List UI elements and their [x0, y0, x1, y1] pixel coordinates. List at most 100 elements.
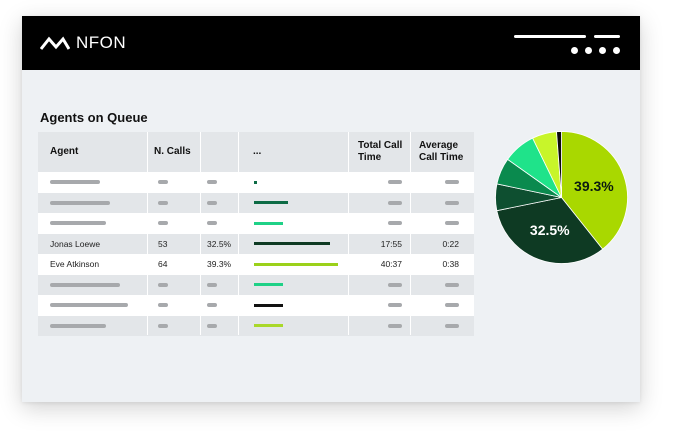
calls-pie-chart: 39.3% 32.5%: [494, 130, 629, 265]
pie-slice[interactable]: [561, 131, 628, 250]
more-dot-icon[interactable]: [599, 47, 606, 54]
more-dot-icon[interactable]: [571, 47, 578, 54]
cell-calls: [158, 316, 182, 337]
cell-agent: Jonas Loewe: [50, 238, 101, 249]
placeholder-pill: [388, 323, 402, 328]
column-divider: [147, 132, 148, 335]
table-row[interactable]: [38, 192, 474, 214]
cell-bar: [254, 275, 342, 296]
cell-bar: [254, 193, 342, 214]
cell-pct: [207, 295, 235, 316]
table-row[interactable]: [38, 295, 474, 316]
placeholder-pill: [207, 221, 217, 226]
placeholder-pill: [207, 323, 217, 328]
cell-agent: [50, 213, 145, 234]
cell-total-call-time: [356, 193, 402, 214]
cell-calls: [158, 213, 182, 234]
cell-average-call-time: 0:38: [442, 259, 459, 270]
placeholder-pill: [207, 200, 217, 205]
value-bar: [254, 180, 257, 184]
cell-bar: [254, 254, 342, 275]
cell-total-call-time: [356, 275, 402, 296]
more-dot-icon[interactable]: [585, 47, 592, 54]
table-row[interactable]: [38, 274, 474, 296]
cell-total-call-time: 40:37: [380, 259, 402, 270]
table-row[interactable]: [38, 315, 474, 337]
more-dot-icon[interactable]: [613, 47, 620, 54]
header-agent[interactable]: Agent: [50, 146, 79, 157]
cell-agent: [50, 193, 145, 214]
placeholder-pill: [158, 200, 168, 205]
placeholder-pill: [207, 180, 217, 185]
placeholder-pill: [50, 180, 100, 185]
cell-agent: [50, 316, 145, 337]
pie-slice-label: 39.3%: [574, 178, 614, 194]
placeholder-pill: [445, 282, 459, 287]
cell-total-call-time: [356, 316, 402, 337]
logo-text: NFON: [76, 33, 127, 52]
cell-agent: [50, 295, 145, 316]
pie-slice[interactable]: [496, 197, 604, 264]
placeholder-pill: [158, 180, 168, 185]
table-row[interactable]: Eve Atkinson 64 39.3% 40:37 0:38: [38, 254, 474, 275]
value-bar: [254, 201, 288, 205]
cell-average-call-time: [419, 172, 459, 193]
cell-calls: [158, 193, 182, 214]
header-total-call-time[interactable]: Total Call Time: [358, 140, 403, 163]
menu-line-short-icon: [594, 35, 620, 38]
placeholder-pill: [388, 180, 402, 185]
cell-total-call-time: 17:55: [380, 238, 402, 249]
value-bar: [254, 221, 284, 225]
cell-pct: [207, 193, 235, 214]
header-more[interactable]: ...: [253, 146, 262, 157]
cell-pct: [207, 213, 235, 234]
placeholder-pill: [445, 303, 459, 308]
column-divider: [348, 132, 349, 335]
value-bar: [254, 242, 330, 246]
cell-average-call-time: [419, 295, 459, 316]
cell-bar: [254, 316, 342, 337]
cell-calls: [158, 275, 182, 296]
placeholder-pill: [445, 323, 459, 328]
pie-slice[interactable]: [556, 131, 562, 198]
cell-average-call-time: 0:22: [442, 238, 459, 249]
table-row[interactable]: Jonas Loewe 53 32.5% 17:55 0:22: [38, 233, 474, 254]
table-header: Agent N. Calls ... Total Call Time Avera…: [38, 132, 474, 172]
top-bar: NFON: [22, 16, 640, 70]
cell-pct: 32.5%: [207, 238, 232, 249]
cell-calls: [158, 295, 182, 316]
cell-agent: [50, 172, 145, 193]
placeholder-pill: [445, 221, 459, 226]
table-row[interactable]: [38, 213, 474, 234]
placeholder-pill: [50, 282, 120, 287]
pie-slice-label: 32.5%: [530, 222, 570, 238]
cell-average-call-time: [419, 213, 459, 234]
cell-average-call-time: [419, 316, 459, 337]
cell-pct: [207, 275, 235, 296]
header-average-call-time[interactable]: Average Call Time: [419, 140, 464, 163]
placeholder-pill: [388, 200, 402, 205]
cell-average-call-time: [419, 275, 459, 296]
cell-bar: [254, 213, 342, 234]
placeholder-pill: [158, 282, 168, 287]
table-row[interactable]: [38, 172, 474, 193]
cell-calls: [158, 172, 182, 193]
cell-calls: 53: [158, 238, 168, 249]
cell-total-call-time: [356, 295, 402, 316]
cell-bar: [254, 172, 342, 193]
agents-table: Agent N. Calls ... Total Call Time Avera…: [38, 132, 474, 336]
table-body: Jonas Loewe 53 32.5% 17:55 0:22 Eve Atkinson 6…: [38, 172, 474, 336]
cell-average-call-time: [419, 193, 459, 214]
app-window: NFON Agents on Queue Agent N. Calls ... …: [22, 16, 640, 402]
placeholder-pill: [445, 180, 459, 185]
nfon-logo[interactable]: NFON: [40, 33, 126, 53]
value-bar: [254, 283, 284, 287]
cell-pct: [207, 172, 235, 193]
section-title: Agents on Queue: [40, 110, 148, 125]
cell-agent: Eve Atkinson: [50, 259, 100, 270]
header-calls[interactable]: N. Calls: [154, 146, 191, 157]
cell-total-call-time: [356, 213, 402, 234]
cell-pct: 39.3%: [207, 259, 232, 270]
menu-line-icon: [514, 35, 586, 38]
cell-total-call-time: [356, 172, 402, 193]
